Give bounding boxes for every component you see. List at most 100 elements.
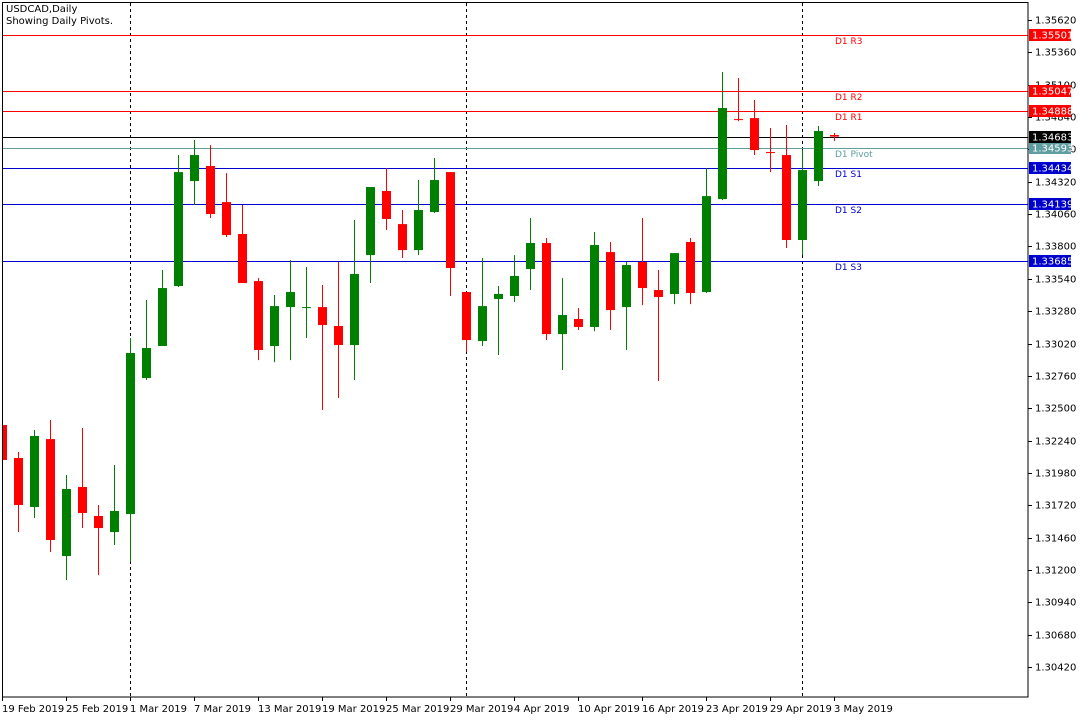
pivot-label: D1 R3	[835, 37, 863, 47]
y-tick-label: 1.33540	[1035, 275, 1076, 286]
candle-body	[78, 486, 87, 513]
candle-body	[366, 187, 375, 256]
x-tick-label: 1 Mar 2019	[130, 704, 187, 715]
price-labels: 1.35501 1.35047 1.34888 1.34593 1.34434 1.341…	[1029, 29, 1073, 268]
x-tick-label: 19 Mar 2019	[322, 704, 385, 715]
x-tick-label: 7 Mar 2019	[194, 704, 251, 715]
candle-body	[446, 172, 455, 269]
candle-body	[670, 253, 679, 295]
candles	[3, 72, 839, 581]
y-tick-label: 1.34840	[1035, 113, 1076, 124]
period-separators	[130, 3, 803, 697]
pivot-label: D1 R1	[835, 113, 863, 123]
candle-body	[222, 202, 231, 236]
candle-body	[654, 290, 663, 297]
y-tick-label: 1.35620	[1035, 16, 1076, 27]
chart-title: USDCAD,Daily	[6, 4, 77, 15]
chart-subtitle: Showing Daily Pivots.	[6, 16, 113, 27]
pivot-label: D1 S2	[835, 206, 862, 216]
candle-body	[702, 196, 711, 293]
price-label-box	[1029, 131, 1071, 143]
candle-body	[3, 425, 7, 460]
candle-body	[494, 294, 503, 299]
y-tick-label: 1.31720	[1035, 501, 1076, 512]
x-tick-label: 29 Mar 2019	[450, 704, 513, 715]
x-tick-label: 13 Mar 2019	[258, 704, 321, 715]
candle-body	[238, 234, 247, 284]
price-label: 1.34683	[1032, 133, 1073, 144]
pivot-levels: D1 R3 D1 R2 D1 R1 D1 Pivot D1 S1 D1 S2 D1 S3	[3, 35, 1028, 273]
price-label-box	[1029, 198, 1071, 210]
candle-body	[430, 180, 439, 213]
candle-body	[126, 352, 135, 514]
candle-body	[622, 265, 631, 308]
y-tick-label: 1.31460	[1035, 534, 1076, 545]
pivot-label: D1 S1	[835, 170, 862, 180]
candle-body	[510, 275, 519, 297]
price-label-box	[1029, 105, 1071, 117]
y-tick-label: 1.32760	[1035, 372, 1076, 383]
y-tick-label: 1.30680	[1035, 631, 1076, 642]
x-tick-label: 23 Apr 2019	[706, 704, 768, 715]
y-tick-label: 1.33020	[1035, 340, 1076, 351]
y-tick-label: 1.31980	[1035, 469, 1076, 480]
price-label: 1.35047	[1032, 87, 1073, 98]
price-label-box	[1029, 29, 1071, 41]
candle-body	[14, 457, 23, 506]
candle-body	[30, 435, 39, 508]
pivot-label: D1 R2	[835, 93, 863, 103]
candle-body	[814, 131, 823, 182]
y-tick-label: 1.31200	[1035, 566, 1076, 577]
price-label: 1.34593	[1032, 144, 1073, 155]
candle-body	[558, 315, 567, 335]
candle-body	[190, 155, 199, 182]
price-label: 1.34139	[1032, 200, 1073, 211]
y-tick-label: 1.30420	[1035, 663, 1076, 674]
x-tick-label: 3 May 2019	[834, 704, 893, 715]
x-tick-label: 4 Apr 2019	[514, 704, 569, 715]
candle-body	[686, 242, 695, 294]
x-tick-label: 19 Feb 2019	[2, 704, 64, 715]
price-label: 1.34434	[1032, 164, 1073, 175]
x-tick-label: 16 Apr 2019	[642, 704, 704, 715]
candle-body	[62, 488, 71, 557]
candle-body	[526, 242, 535, 270]
candle-body	[110, 510, 119, 533]
candle-body	[734, 119, 743, 121]
y-tick-label: 1.32240	[1035, 437, 1076, 448]
candle-body	[590, 244, 599, 327]
candle-body	[462, 292, 471, 341]
price-label-box	[1029, 142, 1071, 154]
plot-frame	[2, 2, 1029, 698]
y-tick-label: 1.34060	[1035, 210, 1076, 221]
y-tick-label: 1.32500	[1035, 404, 1076, 415]
candle-body	[398, 224, 407, 251]
price-label: 1.34888	[1032, 107, 1073, 118]
candle-body	[46, 439, 55, 540]
candle-body	[318, 307, 327, 325]
candle-body	[286, 292, 295, 308]
candle-body	[478, 306, 487, 342]
pivot-label: D1 S3	[835, 263, 862, 273]
candle-body	[798, 170, 807, 241]
price-label-box	[1029, 85, 1071, 97]
candle-body	[270, 306, 279, 347]
candle-body	[94, 515, 103, 529]
candle-body	[718, 108, 727, 200]
x-tick-label: 10 Apr 2019	[578, 704, 640, 715]
price-label: 1.35501	[1032, 31, 1073, 42]
candle-body	[766, 152, 775, 154]
candle-body	[206, 165, 215, 215]
price-label-box	[1029, 255, 1071, 267]
axes: 1.356201.353601.351001.348401.345801.343…	[2, 16, 1076, 715]
x-tick-label: 29 Apr 2019	[770, 704, 832, 715]
candle-body	[414, 210, 423, 251]
candle-body	[302, 307, 311, 309]
x-tick-label: 25 Mar 2019	[386, 704, 449, 715]
y-tick-label: 1.33280	[1035, 307, 1076, 318]
candle-body	[638, 262, 647, 289]
candle-body	[574, 319, 583, 327]
y-tick-label: 1.34320	[1035, 178, 1076, 189]
